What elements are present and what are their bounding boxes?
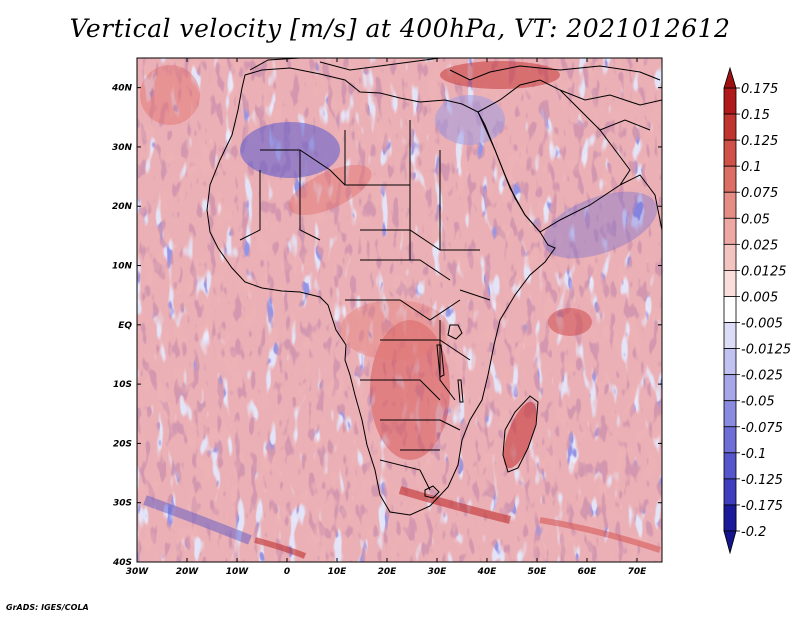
colorbar-top-arrow	[723, 66, 737, 89]
blue-band-arabian-sea	[542, 191, 658, 259]
colorbar-swatch	[723, 270, 737, 297]
x-tick-label: 30E	[428, 567, 448, 577]
x-tick-label: 20E	[378, 567, 398, 577]
red-band-mediterranean	[440, 61, 560, 89]
y-tick-label: 40N	[111, 84, 133, 94]
lesotho	[424, 485, 440, 499]
colorbar-swatch	[723, 191, 737, 219]
colorbar-swatch	[723, 217, 737, 245]
coastlines-borders	[206, 58, 662, 516]
y-tick-label: 30S	[113, 499, 132, 509]
colorbar-swatch	[723, 504, 737, 532]
y-tick-label: 20S	[113, 439, 132, 449]
colorbar-label: 0.15	[741, 108, 770, 123]
country-borders	[239, 120, 491, 491]
colorbar-swatch	[723, 87, 737, 115]
colorbar-label: -0.025	[741, 369, 783, 384]
madagascar-coastline	[502, 395, 539, 473]
x-tick-label: 10E	[328, 567, 348, 577]
red-core-madagascar	[503, 401, 537, 469]
chart-title: Vertical velocity [m/s] at 400hPa, VT: 2…	[69, 14, 731, 43]
footer-credit: GrADS: IGES/COLA	[6, 603, 89, 612]
x-tick-label: 20W	[176, 567, 200, 577]
x-tick-label: 40E	[477, 567, 498, 577]
colorbar-label: -0.2	[741, 525, 766, 540]
x-tick-label: 60E	[578, 567, 598, 577]
arabia-coastline	[477, 79, 631, 233]
colorbar-swatch	[723, 243, 737, 271]
y-tick-label: EQ	[118, 321, 132, 331]
lake-tanganyika	[436, 344, 445, 378]
colorbar-swatch	[723, 452, 737, 480]
blue-streak-south-atlantic	[143, 495, 252, 545]
colorbar-swatch	[723, 113, 737, 141]
x-tick-label: 0	[284, 567, 290, 577]
y-tick-label: 10N	[112, 262, 133, 272]
colorbar-label: -0.1	[741, 447, 766, 462]
red-patch-indian-ocean	[548, 308, 592, 336]
y-axis: 40N 30N 20N 10N EQ 10S 20S 30S 40S	[111, 84, 662, 568]
colorbar-swatch	[723, 296, 737, 323]
red-streak-south-atlantic	[254, 537, 307, 559]
x-axis: 30W 20W 10W 0 10E 20E 30E 40E 50E 60E 70E	[126, 58, 647, 577]
colorbar-label: 0.05	[741, 212, 770, 227]
colorbar-swatch	[723, 478, 737, 506]
plot-frame	[136, 57, 663, 563]
red-patch-atlantic-north	[140, 65, 200, 125]
colorbar-bottom-arrow	[723, 530, 737, 555]
lake-victoria	[447, 324, 463, 340]
colorbar-swatch	[723, 139, 737, 167]
y-tick-label: 20N	[112, 202, 133, 212]
colorbar-label: 0.005	[741, 290, 778, 305]
africa-coastline	[206, 67, 556, 516]
red-streak-south-africa	[398, 486, 511, 524]
red-core-congo	[340, 300, 450, 360]
colorbar-label: 0.1	[741, 160, 762, 175]
map-plot-area	[136, 57, 663, 563]
asia-borders	[559, 89, 662, 231]
colorbar-swatch	[723, 400, 737, 428]
mediterranean-coast	[249, 58, 661, 81]
colorbar-label: -0.075	[741, 421, 783, 436]
red-core-central-africa	[370, 320, 450, 460]
colorbar-label: -0.175	[741, 499, 783, 514]
colorbar-label: 0.075	[741, 186, 778, 201]
colorbar: 0.175 0.15 0.125 0.1 0.075 0.05 0.025 0.0125 0.0…	[723, 66, 791, 555]
colorbar-label: 0.0125	[741, 264, 787, 279]
x-tick-label: 10W	[226, 567, 250, 577]
colorbar-swatch	[723, 348, 737, 376]
colorbar-label: 0.125	[741, 134, 778, 149]
red-band-sahara	[288, 164, 372, 216]
colorbar-label: -0.05	[741, 395, 775, 410]
velocity-field	[137, 58, 662, 562]
red-streak-indian-south	[539, 517, 661, 553]
colorbar-label: -0.125	[741, 473, 783, 488]
lake-malawi	[457, 379, 464, 403]
y-tick-label: 10S	[113, 380, 132, 390]
colorbar-label: -0.005	[741, 317, 783, 332]
x-tick-label: 50E	[528, 567, 548, 577]
x-tick-label: 30W	[126, 567, 150, 577]
colorbar-label: 0.025	[741, 238, 778, 253]
colorbar-swatch	[723, 322, 737, 349]
x-tick-label: 70E	[628, 567, 648, 577]
y-tick-label: 30N	[112, 143, 133, 153]
colorbar-swatch	[723, 374, 737, 402]
colorbar-label: 0.175	[741, 82, 778, 97]
colorbar-label: -0.0125	[741, 343, 791, 358]
colorbar-swatch	[723, 426, 737, 454]
y-tick-label: 40S	[112, 558, 132, 568]
colorbar-swatch	[723, 165, 737, 193]
